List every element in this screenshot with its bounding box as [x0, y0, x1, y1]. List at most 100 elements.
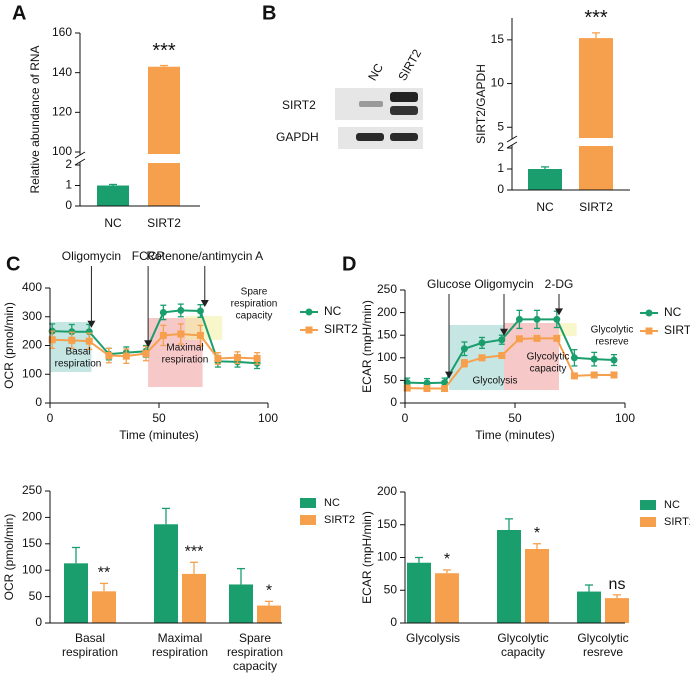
blot-band [390, 92, 418, 102]
bar [525, 548, 549, 623]
y-axis-label: OCR (pmol/min) [2, 302, 16, 389]
y-tick-label: 100 [52, 144, 72, 158]
y-tick-label: 1 [497, 161, 504, 175]
x-tick-label: SIRT2 [579, 200, 613, 214]
region-label: resreve [595, 337, 629, 348]
break-gap [513, 138, 631, 146]
point [196, 331, 204, 339]
bar [97, 185, 129, 206]
bar [605, 598, 629, 623]
point [570, 372, 578, 380]
legend-swatch [640, 517, 656, 527]
significance: *** [185, 543, 204, 560]
region-label: respiration [55, 359, 102, 370]
point [590, 371, 598, 379]
x-tick-label: NC [104, 216, 122, 230]
region-label: Spare [241, 287, 268, 298]
bar [579, 38, 613, 191]
x-tick-label: Maximal [158, 631, 203, 645]
blot-band [359, 101, 383, 107]
point [533, 315, 541, 323]
injection-label: Glucose [427, 277, 471, 291]
y-tick-label: 250 [22, 483, 42, 497]
row-label: SIRT2 [282, 98, 316, 112]
injection-label: Rotenone/antimycin A [146, 249, 263, 263]
region-label: Glycolysis [472, 376, 517, 387]
axis-break [506, 141, 518, 149]
x-tick-label: 100 [615, 411, 635, 425]
x-tick-label: NC [536, 200, 554, 214]
point [460, 359, 468, 367]
region-label: Basal [65, 347, 90, 358]
point [48, 336, 56, 344]
significance: *** [152, 40, 176, 62]
region-label: Glycolytic [591, 325, 634, 336]
legend-marker [645, 309, 653, 317]
axis-break [506, 135, 518, 143]
panel-label: A [12, 2, 26, 24]
bar [497, 529, 521, 623]
x-tick-label: 100 [258, 411, 278, 425]
y-tick-label: 200 [377, 484, 397, 498]
y-axis-label: ECAR (mpH/min) [360, 300, 374, 393]
significance: ns [609, 576, 626, 593]
bar [528, 169, 562, 190]
axis-break [74, 158, 86, 166]
y-tick-label: 50 [384, 373, 398, 387]
point [570, 354, 578, 362]
x-tick-label: Glycolysis [406, 631, 460, 645]
y-axis-label: ECAR (mpH/min) [360, 511, 374, 604]
bar [154, 524, 178, 623]
legend-label: SIRT2 [664, 323, 690, 337]
point [533, 334, 541, 342]
y-tick-label: 2 [65, 157, 72, 171]
panel-label: B [262, 2, 276, 24]
legend-label: NC [324, 497, 340, 509]
legend-label: NC [664, 499, 680, 511]
y-tick-label: 400 [22, 280, 42, 294]
lane-label: NC [365, 61, 386, 83]
region-label: Maximal [166, 343, 203, 354]
y-tick-label: 0 [65, 198, 72, 212]
x-tick-label: resreve [583, 645, 623, 659]
region-label: Glycolytic [527, 352, 570, 363]
y-tick-label: 1 [65, 178, 72, 192]
x-tick-label: 0 [402, 411, 409, 425]
legend-swatch [300, 498, 316, 508]
point [177, 330, 185, 338]
legend-label: SIRT2 [324, 322, 358, 336]
point [610, 371, 618, 379]
x-axis-label: Time (minutes) [475, 428, 555, 442]
legend-marker [645, 327, 653, 335]
y-tick-label: 0 [497, 182, 504, 196]
blot-band [390, 133, 418, 141]
significance: * [534, 525, 540, 542]
point [498, 336, 506, 344]
panel-label: D [342, 253, 356, 275]
y-tick-label: 100 [377, 550, 397, 564]
region-label: respiration [231, 299, 278, 310]
legend-marker [305, 326, 313, 334]
y-tick-label: 150 [22, 536, 42, 550]
point [610, 356, 618, 364]
arrowhead [555, 308, 563, 316]
point [122, 352, 130, 360]
significance: ** [98, 565, 110, 582]
point [553, 334, 561, 342]
bar [577, 591, 601, 623]
point [177, 306, 185, 314]
y-tick-label: 15 [491, 32, 505, 46]
region-label: capacity [530, 364, 567, 375]
point [403, 384, 411, 392]
x-tick-label: 50 [508, 411, 522, 425]
y-tick-label: 200 [22, 510, 42, 524]
y-tick-label: 100 [22, 366, 42, 380]
legend-swatch [640, 500, 656, 510]
arrowhead [144, 340, 153, 348]
y-tick-label: 160 [52, 25, 72, 39]
x-tick-label: Spare [239, 631, 271, 645]
x-tick-label: respiration [62, 645, 118, 659]
point [159, 331, 167, 339]
y-axis-label: OCR (pmol/min) [2, 514, 16, 601]
point [478, 354, 486, 362]
